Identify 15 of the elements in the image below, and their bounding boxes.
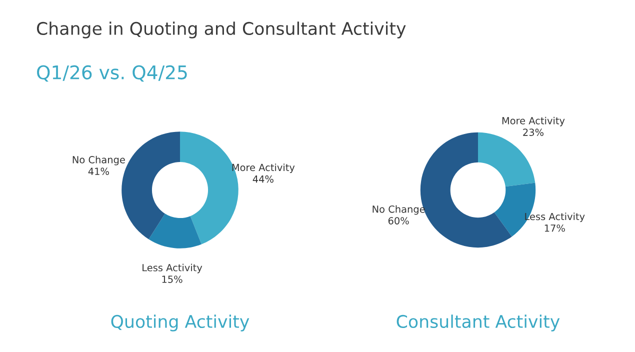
data-label: 23% — [523, 128, 544, 136]
data-label: 41% — [88, 168, 109, 176]
data-label: 17% — [544, 224, 565, 232]
data-label: 15% — [162, 276, 182, 283]
slice-label: More Activity — [502, 116, 565, 126]
data-label: 44% — [252, 175, 274, 183]
donut-slice — [148, 214, 202, 248]
text: Q1/26 vs. Q4/25 — [37, 65, 187, 82]
text: Change in Quoting and Consultant Activity — [36, 22, 406, 38]
data-label: 60% — [388, 217, 409, 224]
text: Consultant Activity — [396, 314, 560, 332]
text: Quoting Activity — [111, 314, 250, 332]
slice-label: No Change — [372, 205, 425, 215]
slice-label: No Change — [72, 156, 125, 166]
slice-label: Less Activity — [142, 264, 202, 274]
